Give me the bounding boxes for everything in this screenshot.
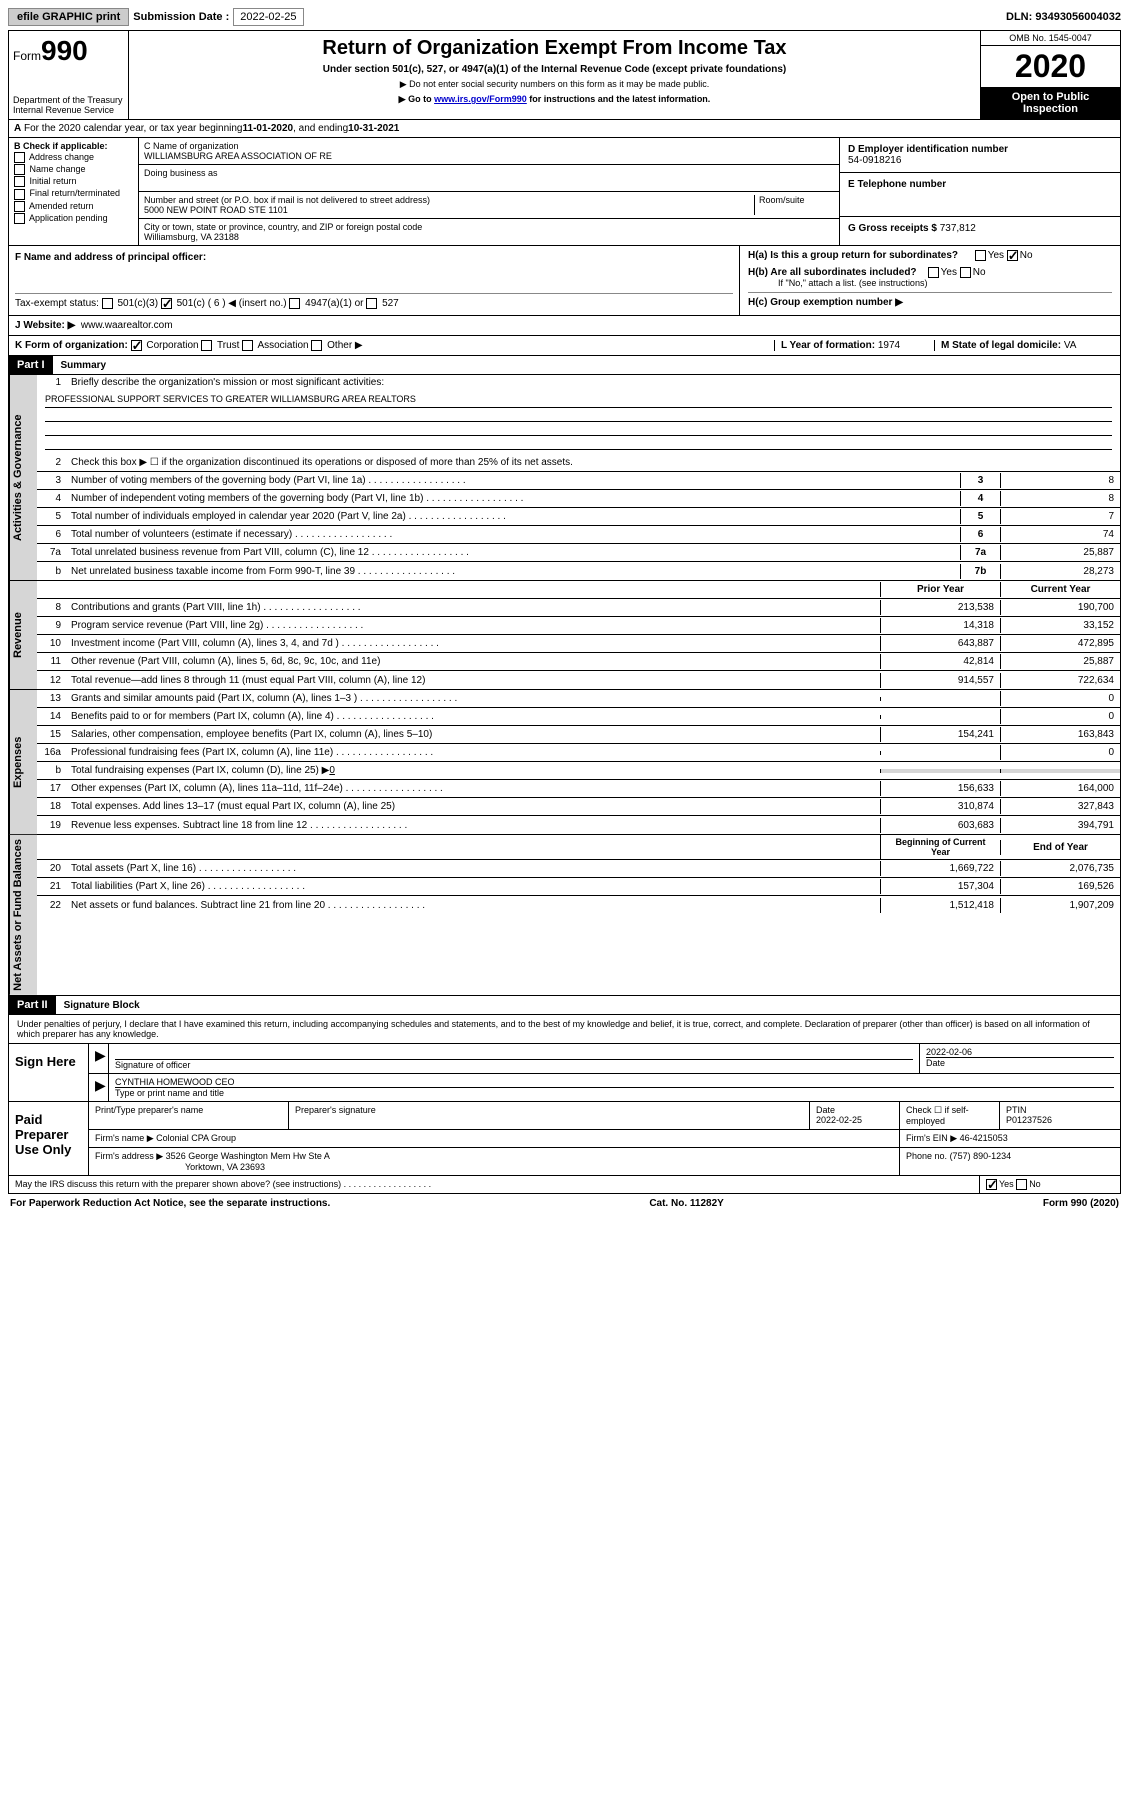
check-initial-return[interactable]: Initial return bbox=[14, 176, 133, 187]
tax-period-row: A For the 2020 calendar year, or tax yea… bbox=[8, 120, 1121, 138]
expenses-block: Expenses 13Grants and similar amounts pa… bbox=[8, 690, 1121, 835]
check-address-change[interactable]: Address change bbox=[14, 152, 133, 163]
side-label-revenue: Revenue bbox=[9, 581, 37, 689]
line-7b: Net unrelated business taxable income fr… bbox=[67, 564, 960, 579]
line-2: Check this box ▶ ☐ if the organization d… bbox=[67, 455, 1120, 470]
part1-header: Part I bbox=[9, 356, 53, 374]
entity-info-row: B Check if applicable: Address change Na… bbox=[8, 138, 1121, 246]
tax-year: 2020 bbox=[981, 46, 1120, 87]
form-header: Form990 Department of the Treasury Inter… bbox=[8, 30, 1121, 120]
side-label-expenses: Expenses bbox=[9, 690, 37, 834]
catalog-number: Cat. No. 11282Y bbox=[649, 1198, 723, 1209]
line-7a: Total unrelated business revenue from Pa… bbox=[67, 545, 960, 560]
check-name-change[interactable]: Name change bbox=[14, 164, 133, 175]
sign-here-label: Sign Here bbox=[9, 1044, 89, 1101]
side-label-governance: Activities & Governance bbox=[9, 375, 37, 580]
line-4: Number of independent voting members of … bbox=[67, 491, 960, 506]
inspection-badge: Open to Public Inspection bbox=[981, 87, 1120, 119]
paid-preparer-label: Paid Preparer Use Only bbox=[9, 1102, 89, 1175]
side-label-net-assets: Net Assets or Fund Balances bbox=[9, 835, 37, 995]
ssn-note: ▶ Do not enter social security numbers o… bbox=[135, 79, 974, 90]
revenue-block: Revenue Prior YearCurrent Year 8Contribu… bbox=[8, 581, 1121, 690]
check-amended-return[interactable]: Amended return bbox=[14, 201, 133, 212]
form-subtitle: Under section 501(c), 527, or 4947(a)(1)… bbox=[135, 64, 974, 75]
form-number: Form990 bbox=[13, 35, 124, 67]
submission-date-value: 2022-02-25 bbox=[233, 8, 303, 26]
dln: DLN: 93493056004032 bbox=[1006, 11, 1121, 23]
paperwork-notice: For Paperwork Reduction Act Notice, see … bbox=[10, 1198, 330, 1209]
omb-number: OMB No. 1545-0047 bbox=[981, 31, 1120, 46]
section-h-group: H(a) Is this a group return for subordin… bbox=[740, 246, 1120, 315]
topbar: efile GRAPHIC print Submission Date : 20… bbox=[8, 8, 1121, 26]
section-c-name: C Name of organizationWILLIAMSBURG AREA … bbox=[139, 138, 840, 245]
website-row: J Website: ▶ www.waarealtor.com bbox=[8, 316, 1121, 336]
form-org-row: K Form of organization: Corporation Trus… bbox=[8, 336, 1121, 356]
perjury-statement: Under penalties of perjury, I declare th… bbox=[9, 1015, 1120, 1043]
section-f-officer: F Name and address of principal officer:… bbox=[9, 246, 740, 315]
line-6: Total number of volunteers (estimate if … bbox=[67, 527, 960, 542]
submission-date-label: Submission Date : bbox=[133, 11, 229, 23]
signature-block: Under penalties of perjury, I declare th… bbox=[8, 1015, 1121, 1194]
section-d-e-g: D Employer identification number54-09182… bbox=[840, 138, 1120, 245]
line-5: Total number of individuals employed in … bbox=[67, 509, 960, 524]
efile-print-button[interactable]: efile GRAPHIC print bbox=[8, 8, 129, 26]
footer: For Paperwork Reduction Act Notice, see … bbox=[8, 1194, 1121, 1213]
part2-title: Signature Block bbox=[56, 997, 148, 1014]
activities-governance-block: Activities & Governance 1Briefly describ… bbox=[8, 375, 1121, 581]
line-3: Number of voting members of the governin… bbox=[67, 473, 960, 488]
check-final-return[interactable]: Final return/terminated bbox=[14, 188, 133, 199]
mission-text: PROFESSIONAL SUPPORT SERVICES TO GREATER… bbox=[45, 394, 1112, 408]
net-assets-block: Net Assets or Fund Balances Beginning of… bbox=[8, 835, 1121, 996]
form-version: Form 990 (2020) bbox=[1043, 1198, 1119, 1209]
dept-treasury: Department of the Treasury Internal Reve… bbox=[13, 95, 124, 115]
form-title: Return of Organization Exempt From Incom… bbox=[135, 37, 974, 60]
section-b-checkboxes: B Check if applicable: Address change Na… bbox=[9, 138, 139, 245]
part2-header: Part II bbox=[9, 996, 56, 1014]
instructions-note: ▶ Go to www.irs.gov/Form990 for instruct… bbox=[135, 94, 974, 105]
instructions-link[interactable]: www.irs.gov/Form990 bbox=[434, 94, 527, 104]
check-application-pending[interactable]: Application pending bbox=[14, 213, 133, 224]
part1-title: Summary bbox=[53, 357, 115, 374]
officer-group-row: F Name and address of principal officer:… bbox=[8, 246, 1121, 316]
